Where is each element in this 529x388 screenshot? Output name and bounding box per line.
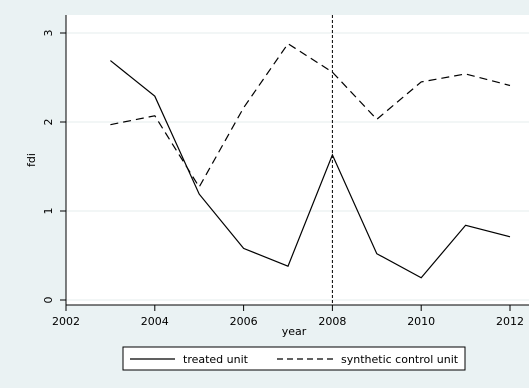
- y-tick-label: 3: [42, 30, 55, 37]
- y-tick-label: 1: [42, 208, 55, 215]
- x-axis-label: year: [282, 325, 307, 338]
- series-line-synthetic-control-unit: [110, 42, 511, 189]
- x-tick-label: 2008: [318, 315, 346, 328]
- legend: treated unit synthetic control unit: [122, 346, 466, 371]
- y-tick-label: 0: [42, 297, 55, 304]
- series-layer: [110, 42, 511, 279]
- y-tick-label: 2: [42, 119, 55, 126]
- legend-label-synthetic: synthetic control unit: [341, 353, 459, 366]
- legend-label-treated: treated unit: [183, 353, 249, 366]
- plot-area: [66, 15, 529, 305]
- x-tick-label: 2002: [52, 315, 80, 328]
- tick-layer: 0 1 2 3 2002 2004 2006 2008 2010 2012: [42, 30, 524, 329]
- x-tick-label: 2012: [496, 315, 524, 328]
- series-line-treated-unit: [110, 60, 511, 279]
- x-tick-label: 2010: [407, 315, 435, 328]
- x-tick-label: 2004: [141, 315, 169, 328]
- y-axis-label: fdi: [25, 153, 38, 167]
- legend-box: [122, 346, 466, 371]
- grid-layer: [66, 32, 529, 301]
- x-tick-label: 2006: [230, 315, 258, 328]
